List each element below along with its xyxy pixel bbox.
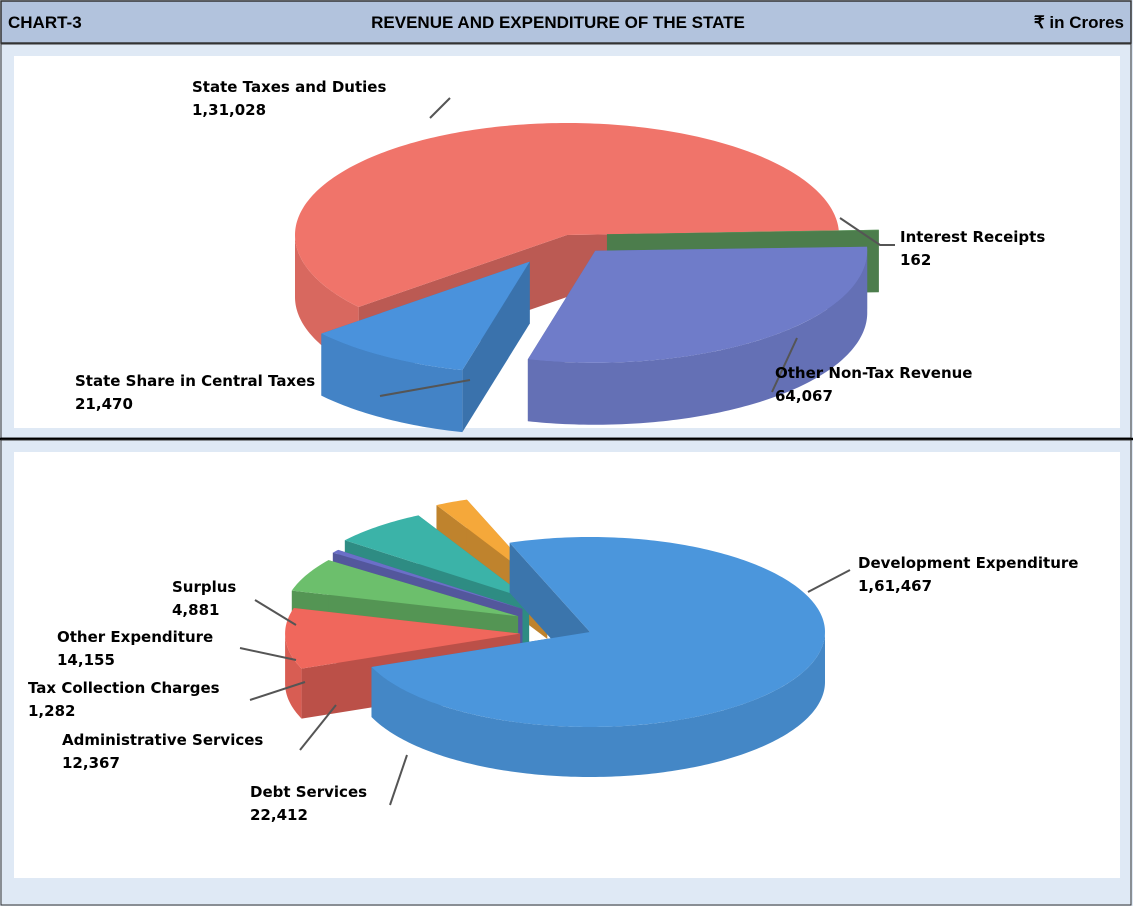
data-label-name: Other Non-Tax Revenue xyxy=(775,364,972,382)
data-label-name: Debt Services xyxy=(250,783,367,801)
slice-top xyxy=(527,246,868,363)
slice-top xyxy=(344,515,530,600)
pie-slice xyxy=(321,261,530,433)
unit-label: ₹ in Crores xyxy=(1034,13,1124,32)
data-label-name: Tax Collection Charges xyxy=(28,679,220,697)
slice-side xyxy=(527,250,868,425)
data-label-value: 12,367 xyxy=(62,754,120,772)
leader-line xyxy=(299,704,337,751)
leader-line xyxy=(771,337,798,393)
data-label-value: 1,61,467 xyxy=(858,577,932,595)
data-label-value: 22,412 xyxy=(250,806,308,824)
pie-slice xyxy=(527,246,868,425)
data-label-name: Administrative Services xyxy=(62,731,263,749)
leader-line xyxy=(429,97,451,119)
slice-top xyxy=(371,537,825,727)
leader-line xyxy=(239,647,297,661)
slice-top xyxy=(332,549,523,609)
slice-top xyxy=(291,560,519,617)
data-label-value: 162 xyxy=(900,251,931,269)
data-label-name: State Share in Central Taxes xyxy=(75,372,315,390)
data-label-value: 64,067 xyxy=(775,387,833,405)
data-label-value: 14,155 xyxy=(57,651,115,669)
data-label-value: 4,881 xyxy=(172,601,219,619)
slice-top xyxy=(295,123,839,307)
data-label-name: Development Expenditure xyxy=(858,554,1078,572)
leader-line xyxy=(254,599,297,626)
data-label-name: Other Expenditure xyxy=(57,628,213,646)
leader-line xyxy=(379,379,471,397)
data-label-name: Interest Receipts xyxy=(900,228,1045,246)
data-label-value: 1,31,028 xyxy=(192,101,266,119)
data-label-name: State Taxes and Duties xyxy=(192,78,386,96)
slice-side xyxy=(321,333,463,433)
slice-side xyxy=(285,633,302,719)
slice-top xyxy=(285,607,521,669)
slice-side xyxy=(371,632,825,777)
data-label-name: Surplus xyxy=(172,578,236,596)
slice-top xyxy=(321,261,530,371)
leader-line xyxy=(807,569,851,593)
chart-title: REVENUE AND EXPENDITURE OF THE STATE xyxy=(371,13,745,32)
data-label-value: 21,470 xyxy=(75,395,133,413)
header-bar xyxy=(0,0,1132,44)
data-label-value: 1,282 xyxy=(28,702,75,720)
leader-line xyxy=(389,754,408,806)
chart-label: CHART-3 xyxy=(8,13,82,32)
slice-top xyxy=(606,229,879,235)
pie-slice xyxy=(371,537,825,777)
leader-line xyxy=(839,217,895,246)
leader-line xyxy=(249,681,306,701)
